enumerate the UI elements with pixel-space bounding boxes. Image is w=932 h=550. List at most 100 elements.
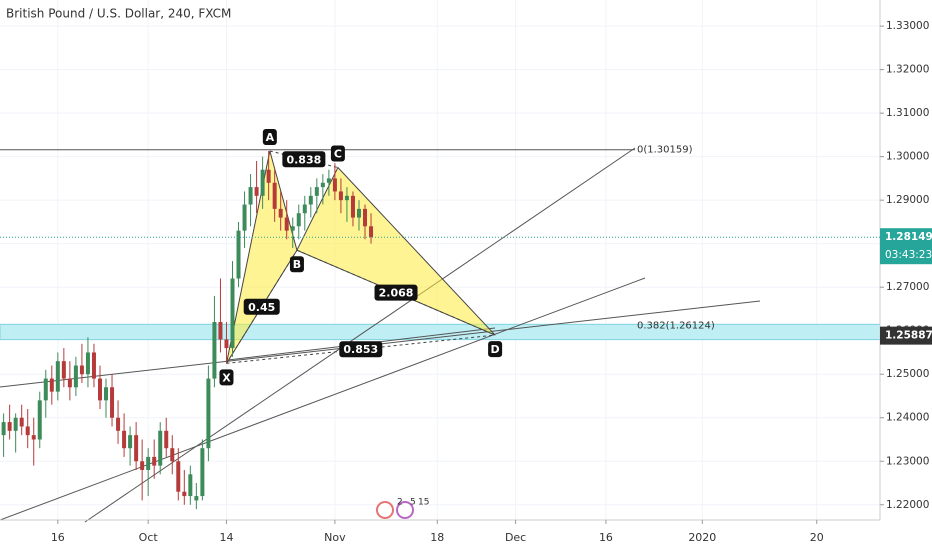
price-tag-bg	[880, 228, 932, 265]
candle-body	[194, 496, 199, 501]
point-label: B	[293, 258, 301, 271]
candle-body	[182, 491, 187, 497]
candle-body	[188, 474, 193, 497]
x-tick-label: 18	[430, 531, 444, 544]
candle-body	[97, 378, 102, 401]
candle-body	[104, 387, 109, 401]
candle-body	[338, 191, 343, 201]
candle-body	[25, 426, 30, 436]
candle-body	[31, 435, 36, 440]
x-tick-label: 16	[599, 531, 613, 544]
point-tag-bg	[330, 145, 345, 162]
ratio-tag-bg	[282, 151, 326, 168]
candle-body	[116, 417, 121, 431]
candle-body	[296, 213, 301, 227]
candle-body	[242, 204, 247, 231]
candle-body	[278, 208, 283, 218]
point-label: A	[266, 131, 275, 144]
candle-body	[134, 435, 139, 462]
candle-body	[272, 182, 277, 209]
chart-title: British Pound / U.S. Dollar, 240, FXCM	[6, 7, 231, 21]
candle-body	[206, 378, 211, 449]
candle-body	[122, 430, 127, 449]
event-label: 15	[418, 498, 429, 508]
candle-body	[140, 461, 145, 470]
candle-body	[266, 169, 271, 183]
ratio-label: 2.068	[379, 287, 414, 300]
point-tag-bg	[262, 128, 277, 145]
x-tick-label: Nov	[324, 531, 346, 544]
candle-body	[308, 195, 313, 205]
y-tick-label: 1.30000	[886, 151, 929, 163]
trend-line	[84, 147, 636, 523]
x-tick-label: Dec	[505, 531, 526, 544]
y-tick-label: 1.23000	[886, 455, 929, 467]
candle-body	[200, 448, 205, 497]
candle-body	[1, 422, 6, 436]
y-tick-label: 1.27000	[886, 281, 929, 293]
y-tick-label: 1.31000	[886, 107, 929, 119]
candle-body	[85, 352, 90, 375]
ratio-label: 0.838	[286, 153, 321, 166]
ratio-tag-bg	[374, 284, 418, 301]
trend-line	[0, 277, 646, 521]
point-label: C	[334, 148, 342, 161]
level-price-label: 1.25887	[885, 330, 932, 342]
candle-body	[218, 322, 223, 340]
y-tick-label: 1.25000	[886, 368, 929, 380]
x-tick-label: Oct	[139, 531, 159, 544]
y-tick-label: 1.33000	[886, 20, 929, 32]
point-label: D	[491, 343, 500, 356]
candle-body	[326, 178, 331, 183]
candle-body	[254, 187, 259, 196]
x-tick-label: 14	[219, 531, 233, 544]
y-tick-label: 1.29000	[886, 194, 929, 206]
candle-body	[79, 365, 84, 375]
candle-body	[302, 204, 307, 214]
candle-body	[344, 195, 349, 201]
candle-body	[158, 430, 163, 466]
candle-body	[332, 178, 337, 192]
candle-body	[152, 456, 157, 466]
candle-body	[37, 400, 42, 440]
candle-body	[164, 430, 169, 449]
candle-body	[73, 365, 78, 388]
candle-body	[43, 378, 48, 401]
point-tag-bg	[488, 341, 503, 358]
candle-body	[236, 230, 241, 279]
fib-label: 0.382(1.26124)	[637, 320, 715, 331]
y-tick-label: 1.22000	[886, 499, 929, 511]
price-tag-bg	[880, 326, 932, 345]
candle-body	[356, 208, 361, 218]
x-tick-label: 20	[810, 531, 824, 544]
candle-body	[248, 187, 253, 205]
candle-body	[350, 195, 355, 218]
fib-label: 0(1.30159)	[637, 145, 693, 156]
candle-body	[61, 361, 66, 379]
ratio-label: 0.853	[343, 343, 378, 356]
candle-body	[7, 422, 12, 431]
ratio-tag-bg	[339, 341, 383, 358]
x-tick-label: 2020	[688, 531, 716, 544]
candle-body	[19, 417, 24, 427]
event-icon	[376, 501, 394, 519]
y-tick-label: 1.24000	[886, 412, 929, 424]
point-tag-bg	[219, 369, 234, 386]
candle-body	[128, 435, 133, 449]
candle-body	[260, 169, 265, 196]
candle-body	[110, 387, 115, 418]
candle-body	[230, 278, 235, 349]
candle-body	[212, 322, 217, 379]
candle-body	[170, 448, 175, 462]
countdown-label: 03:43:23	[885, 249, 932, 261]
candle-body	[369, 226, 374, 238]
candle-body	[284, 217, 289, 231]
event-icon	[396, 501, 414, 519]
candle-body	[146, 456, 151, 470]
candle-body	[290, 226, 295, 231]
candle-body	[13, 417, 18, 431]
candle-body	[49, 378, 54, 392]
candle-body	[55, 361, 60, 392]
ratio-tag-bg	[243, 298, 280, 315]
